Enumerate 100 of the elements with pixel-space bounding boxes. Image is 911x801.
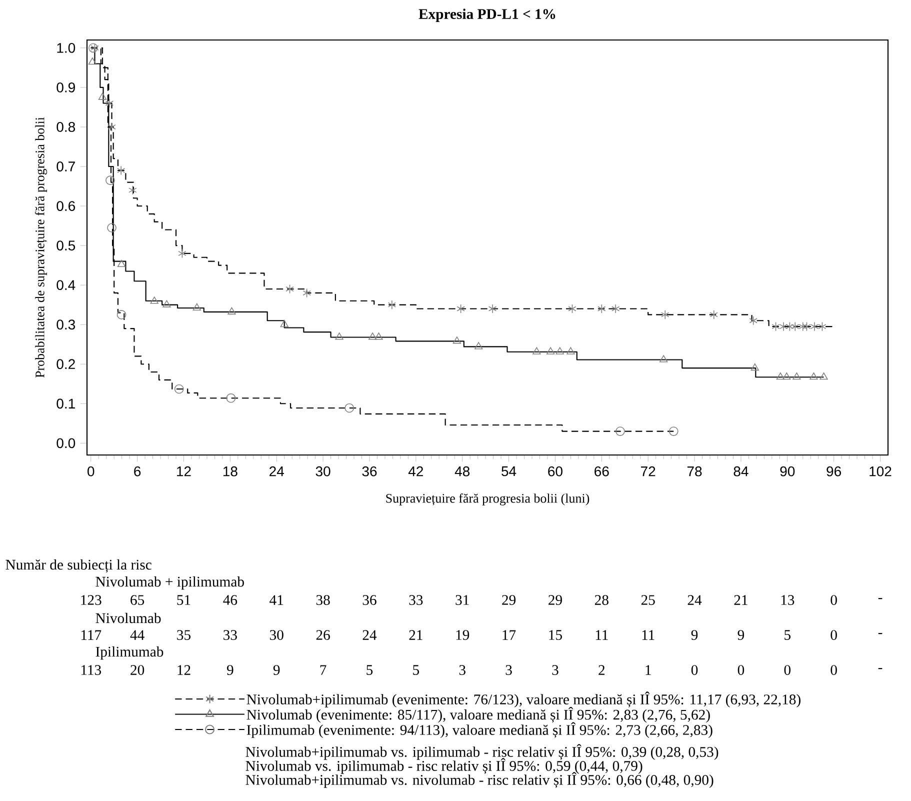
text: 24 — [362, 630, 377, 640]
point — [150, 296, 158, 304]
x-tick-label: 78 — [687, 466, 702, 476]
point — [280, 320, 288, 328]
x-tick-label: 24 — [270, 466, 284, 476]
y-tick-label: 1.0 — [57, 42, 76, 53]
text: 29 — [502, 595, 516, 605]
text: 117 — [81, 630, 102, 640]
text: 33 — [224, 630, 237, 640]
point — [556, 347, 564, 354]
text: 35 — [177, 630, 190, 640]
point — [659, 355, 668, 362]
x-tick-label: 18 — [223, 466, 238, 476]
x-tick-label: 72 — [641, 466, 656, 476]
text: 21 — [734, 595, 748, 605]
text: 11 — [596, 630, 608, 640]
x-tick-label: 60 — [548, 466, 562, 476]
text: 1 — [646, 665, 651, 675]
text: 17 — [502, 630, 516, 640]
y-tick-label: 0.1 — [56, 398, 75, 409]
text: Ipilimumab — [96, 646, 164, 660]
text: 3 — [552, 665, 558, 675]
x-tick-label: 48 — [454, 466, 470, 476]
text: 12 — [178, 665, 190, 675]
x-axis-title: Supraviețuire fără progresia bolii (luni) — [386, 493, 590, 506]
point — [107, 223, 116, 232]
point — [616, 426, 625, 436]
point — [286, 284, 294, 294]
text: 9 — [226, 665, 234, 675]
text: 0 — [738, 665, 744, 675]
point — [779, 322, 788, 332]
legend-label: Nivolumab (evenimente: 85/117), valoare mediană și IÎ 95%: 2,83 (2,76, 5,62) — [246, 706, 710, 723]
text: 24 — [688, 595, 702, 605]
point — [192, 303, 201, 311]
text: 25 — [641, 595, 655, 605]
text: 3 — [506, 665, 512, 675]
text: 26 — [316, 630, 330, 640]
y-tick-label: 0.3 — [56, 320, 76, 330]
point — [388, 300, 396, 310]
point — [661, 310, 670, 320]
point — [818, 322, 826, 332]
text: 31 — [456, 595, 469, 605]
text: 28 — [594, 595, 608, 605]
point — [128, 186, 137, 195]
x-tick-label: 42 — [408, 466, 423, 476]
point — [798, 322, 807, 332]
x-tick-label: 90 — [780, 466, 795, 476]
text: 65 — [130, 595, 144, 605]
point — [117, 260, 126, 268]
legend-label: Nivolumab+ipilimumab (evenimente: 76/123), valoare mediană și IÎ 95%: 11,17 (6,93, 22,18) — [246, 692, 800, 708]
point — [810, 372, 818, 380]
y-tick-label: 0.6 — [56, 201, 76, 211]
point — [750, 363, 759, 371]
point — [474, 342, 483, 350]
x-tick-label: 66 — [594, 466, 609, 476]
text: 0 — [830, 630, 837, 640]
point — [532, 347, 541, 354]
point — [452, 336, 462, 344]
text: 44 — [130, 630, 144, 640]
y-tick-label: 0.5 — [56, 240, 76, 250]
point — [456, 304, 465, 314]
point — [116, 310, 126, 320]
x-tick-label: 36 — [362, 466, 377, 476]
point — [786, 322, 794, 332]
text: 9 — [738, 630, 744, 640]
text: 123 — [81, 595, 102, 605]
point — [782, 372, 791, 380]
text: 30 — [270, 630, 284, 640]
text: 0 — [830, 595, 837, 605]
legend-label: Ipilimumab (evenimente: 94/113), valoare mediană și IÎ 95%: 2,73 (2,66, 2,83) — [246, 722, 712, 738]
y-tick-label: 0.9 — [56, 82, 75, 92]
x-tick-label: 6 — [134, 466, 141, 476]
point — [226, 393, 236, 403]
point — [88, 43, 98, 53]
x-tick-label: 96 — [826, 466, 841, 476]
y-tick-label: 0.8 — [56, 122, 76, 132]
text: Nivolumab — [96, 612, 161, 624]
y-tick-label: 0.2 — [56, 359, 75, 370]
text: 33 — [409, 595, 423, 605]
point — [566, 347, 575, 354]
text: 21 — [409, 630, 422, 640]
point — [810, 322, 819, 332]
text: 5 — [413, 665, 420, 675]
chart-title: Expresia PD-L1 < 1% — [418, 8, 556, 22]
point — [178, 248, 186, 258]
point — [792, 372, 801, 380]
x-tick-label: 0 — [88, 466, 94, 476]
text: - — [878, 633, 882, 634]
text: 29 — [548, 595, 562, 605]
text: Număr de subiecți la risc — [6, 559, 152, 573]
text: 19 — [456, 630, 470, 640]
point — [802, 322, 811, 332]
point — [374, 332, 383, 340]
text: Nivolumab + ipilimumab — [96, 576, 244, 590]
point — [162, 300, 171, 308]
point — [88, 57, 97, 65]
point — [776, 372, 785, 380]
text: - — [878, 668, 882, 670]
point — [368, 332, 377, 340]
text: 0 — [691, 665, 698, 675]
